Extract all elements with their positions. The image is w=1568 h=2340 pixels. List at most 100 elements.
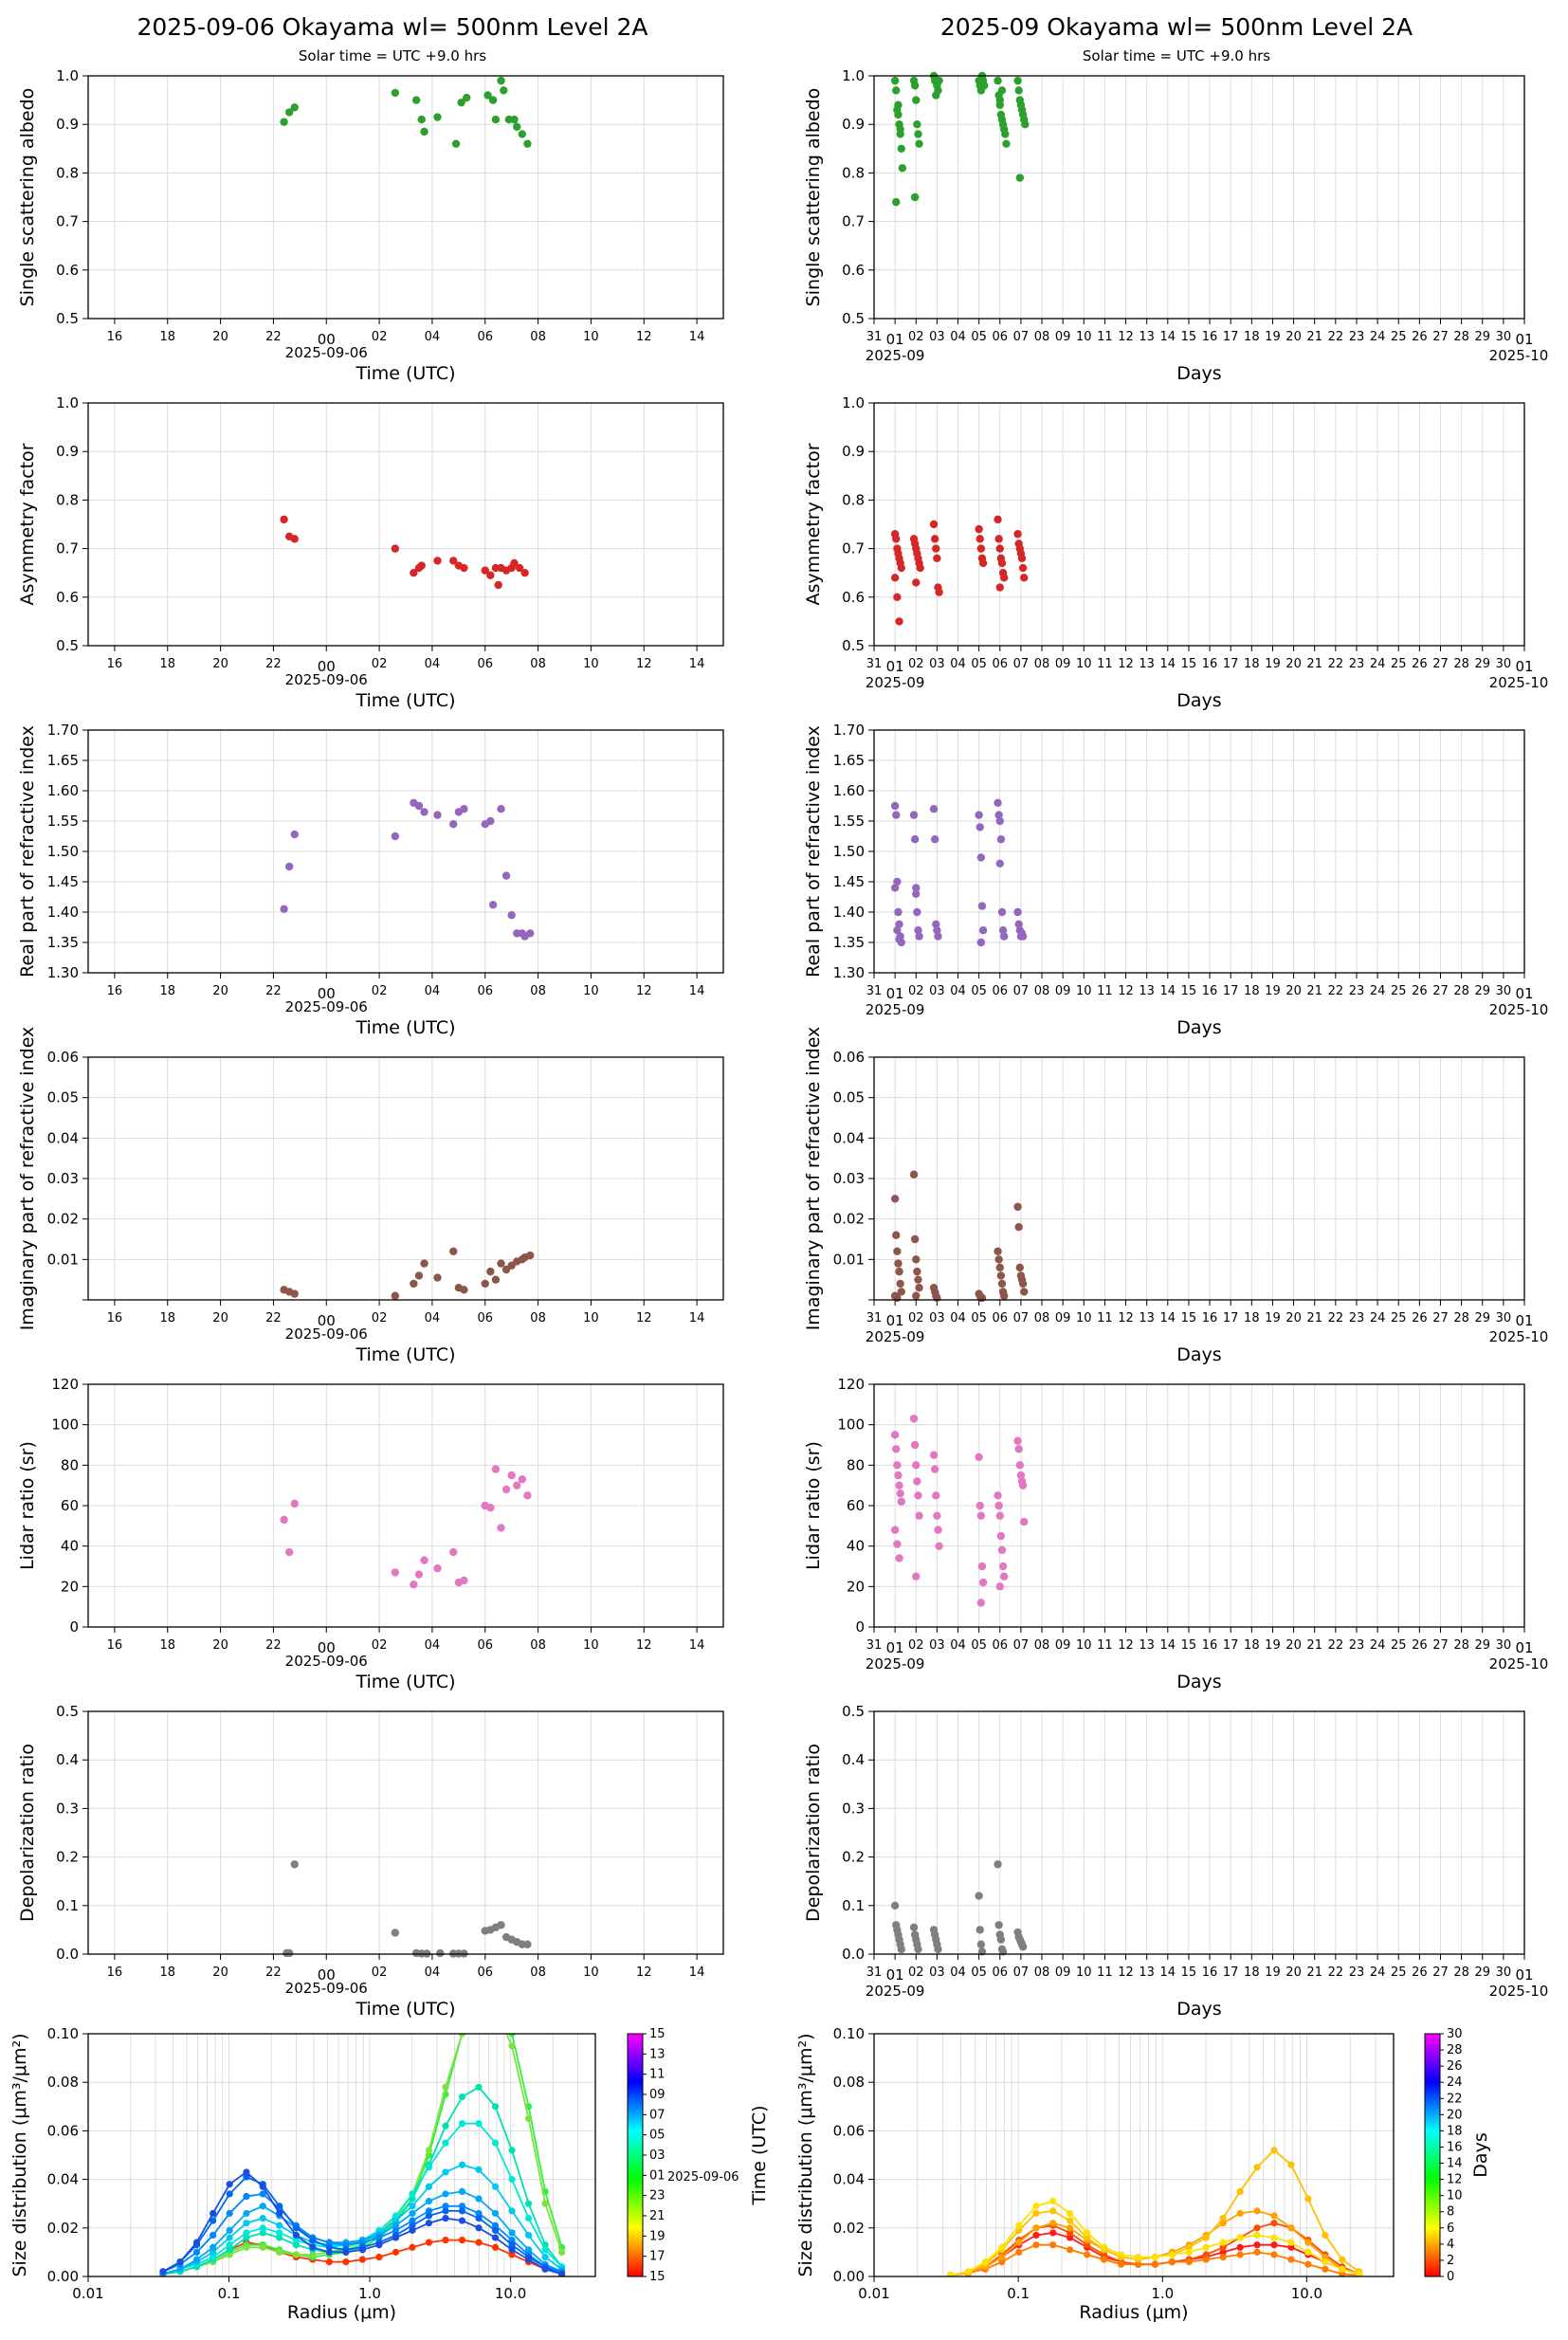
data-point [892,1231,901,1239]
data-point [930,1465,939,1473]
x-tick-label: 15 [1181,657,1197,671]
series-point [998,2258,1006,2266]
data-point [520,569,529,577]
data-point [978,926,988,935]
series-point [1151,2260,1159,2268]
series-point [358,2239,366,2246]
y-tick-label: 0.3 [842,1800,865,1817]
series-point [475,2214,483,2222]
series-point [243,2234,250,2241]
series-point [392,2221,400,2229]
series-point [292,2251,300,2258]
series-point [259,2224,266,2232]
x-tick-label: 24 [1370,330,1386,344]
x-tick-label: 05 [971,984,987,998]
y-tick-label: 0.06 [833,2122,865,2139]
y-tick-label: 0.9 [842,116,865,133]
series-point [1015,2248,1023,2256]
x-tick-label: 19 [1265,1638,1281,1653]
data-point [933,1293,941,1303]
colorbar-tick-label: 17 [649,2250,665,2264]
colorbar-tick-label: 22 [1447,2092,1463,2106]
data-point [523,139,532,148]
data-point [915,139,923,148]
x-axis-label: Time (UTC) [355,1999,455,2020]
axes-frame [87,2033,596,2277]
series-point [1066,2209,1074,2218]
x-tick-label: 14 [1160,330,1176,344]
x-tick-label: 28 [1453,1965,1469,1980]
series-point [243,2229,250,2237]
axes-frame [87,75,724,320]
data-point [501,871,511,880]
chart-size_month: 0.01 0.1 1.0 10.0 0.00 0.02 0.04 0.06 0.08 0.10 Ra… [795,2025,1491,2323]
x-tick-label: 07 [1013,1965,1030,1980]
series-point [358,2256,366,2263]
axes-frame [873,1056,1525,1301]
data-point [1021,120,1030,129]
series-point [1322,2265,1329,2273]
series-point [1322,2253,1329,2261]
data-point [284,1547,294,1557]
x-tick-label: 30 [1496,657,1512,671]
series-point [1084,2251,1091,2258]
x-tick-label: 29 [1474,1965,1490,1980]
series-point [541,2200,549,2207]
x-tick-label: 28 [1453,657,1469,671]
x-tick-label: 15 [1181,330,1197,344]
colorbar-tick-label: 0 [1447,2270,1454,2284]
x-tick-label: 25 [1391,984,1407,998]
x-tick-label: 28 [1453,984,1469,998]
data-point [932,544,940,553]
data-point [507,911,516,920]
y-tick-label: 1.60 [833,782,865,799]
y-tick-label: 0.5 [842,1703,865,1720]
series-point [458,2217,466,2224]
series-point [491,2221,500,2229]
month-end-label: 2025-10 [1489,1655,1549,1673]
y-axis-label: Size distribution (μm³/μm²) [795,2033,816,2276]
x-tick-label: 03 [929,1965,945,1980]
x-tick-label: 18 [159,1311,175,1325]
series-point [458,2203,466,2210]
series-point [1202,2251,1210,2258]
x-tick-label: 25 [1391,1311,1407,1325]
x-tick-label: 26 [1412,657,1428,671]
data-point [932,91,940,100]
series-point [1236,2209,1244,2218]
month-end-label: 2025-10 [1489,674,1549,691]
y-tick-label: 0.08 [833,2074,865,2091]
axes-frame [873,2033,1395,2277]
x-tick-label: 21 [1306,984,1322,998]
x-tick-label: 00 [318,331,336,348]
x-tick-label: 27 [1432,1311,1449,1325]
data-point [1017,554,1027,563]
x-tick-label: 02 [908,984,924,998]
x-tick-label: 24 [1370,1638,1386,1653]
x-tick-label: 13 [1139,1965,1155,1980]
data-point [975,535,984,543]
series-point [1049,2198,1057,2205]
series-point [1032,2241,1040,2249]
y-tick-label: 0.8 [842,164,865,181]
x-tick-label: 25 [1391,1965,1407,1980]
x-tick-label: 02 [372,984,388,998]
series-point [1066,2229,1074,2237]
series-point [259,2214,266,2222]
data-point [933,1511,941,1520]
data-point [890,884,900,892]
data-point [890,574,900,582]
data-point [486,1267,495,1276]
x-tick-label: 22 [265,1638,282,1653]
colorbar-label: Days [1470,2132,1491,2177]
y-tick-label: 120 [837,1376,865,1393]
y-tick-label: 0.4 [56,1751,79,1768]
x-tick-label: 18 [159,657,175,671]
data-point [290,103,299,112]
x-tick-label: 10 [1076,1311,1092,1325]
colorbar-tick-label: 6 [1447,2221,1454,2236]
x-tick-label: 23 [1349,984,1365,998]
x-tick-label: 22 [1328,1638,1344,1653]
chart-real_day: 16 18 20 22 00 02 04 06 08 10 12 14 1.30 1.35 1.40 1.45… [17,722,724,1038]
